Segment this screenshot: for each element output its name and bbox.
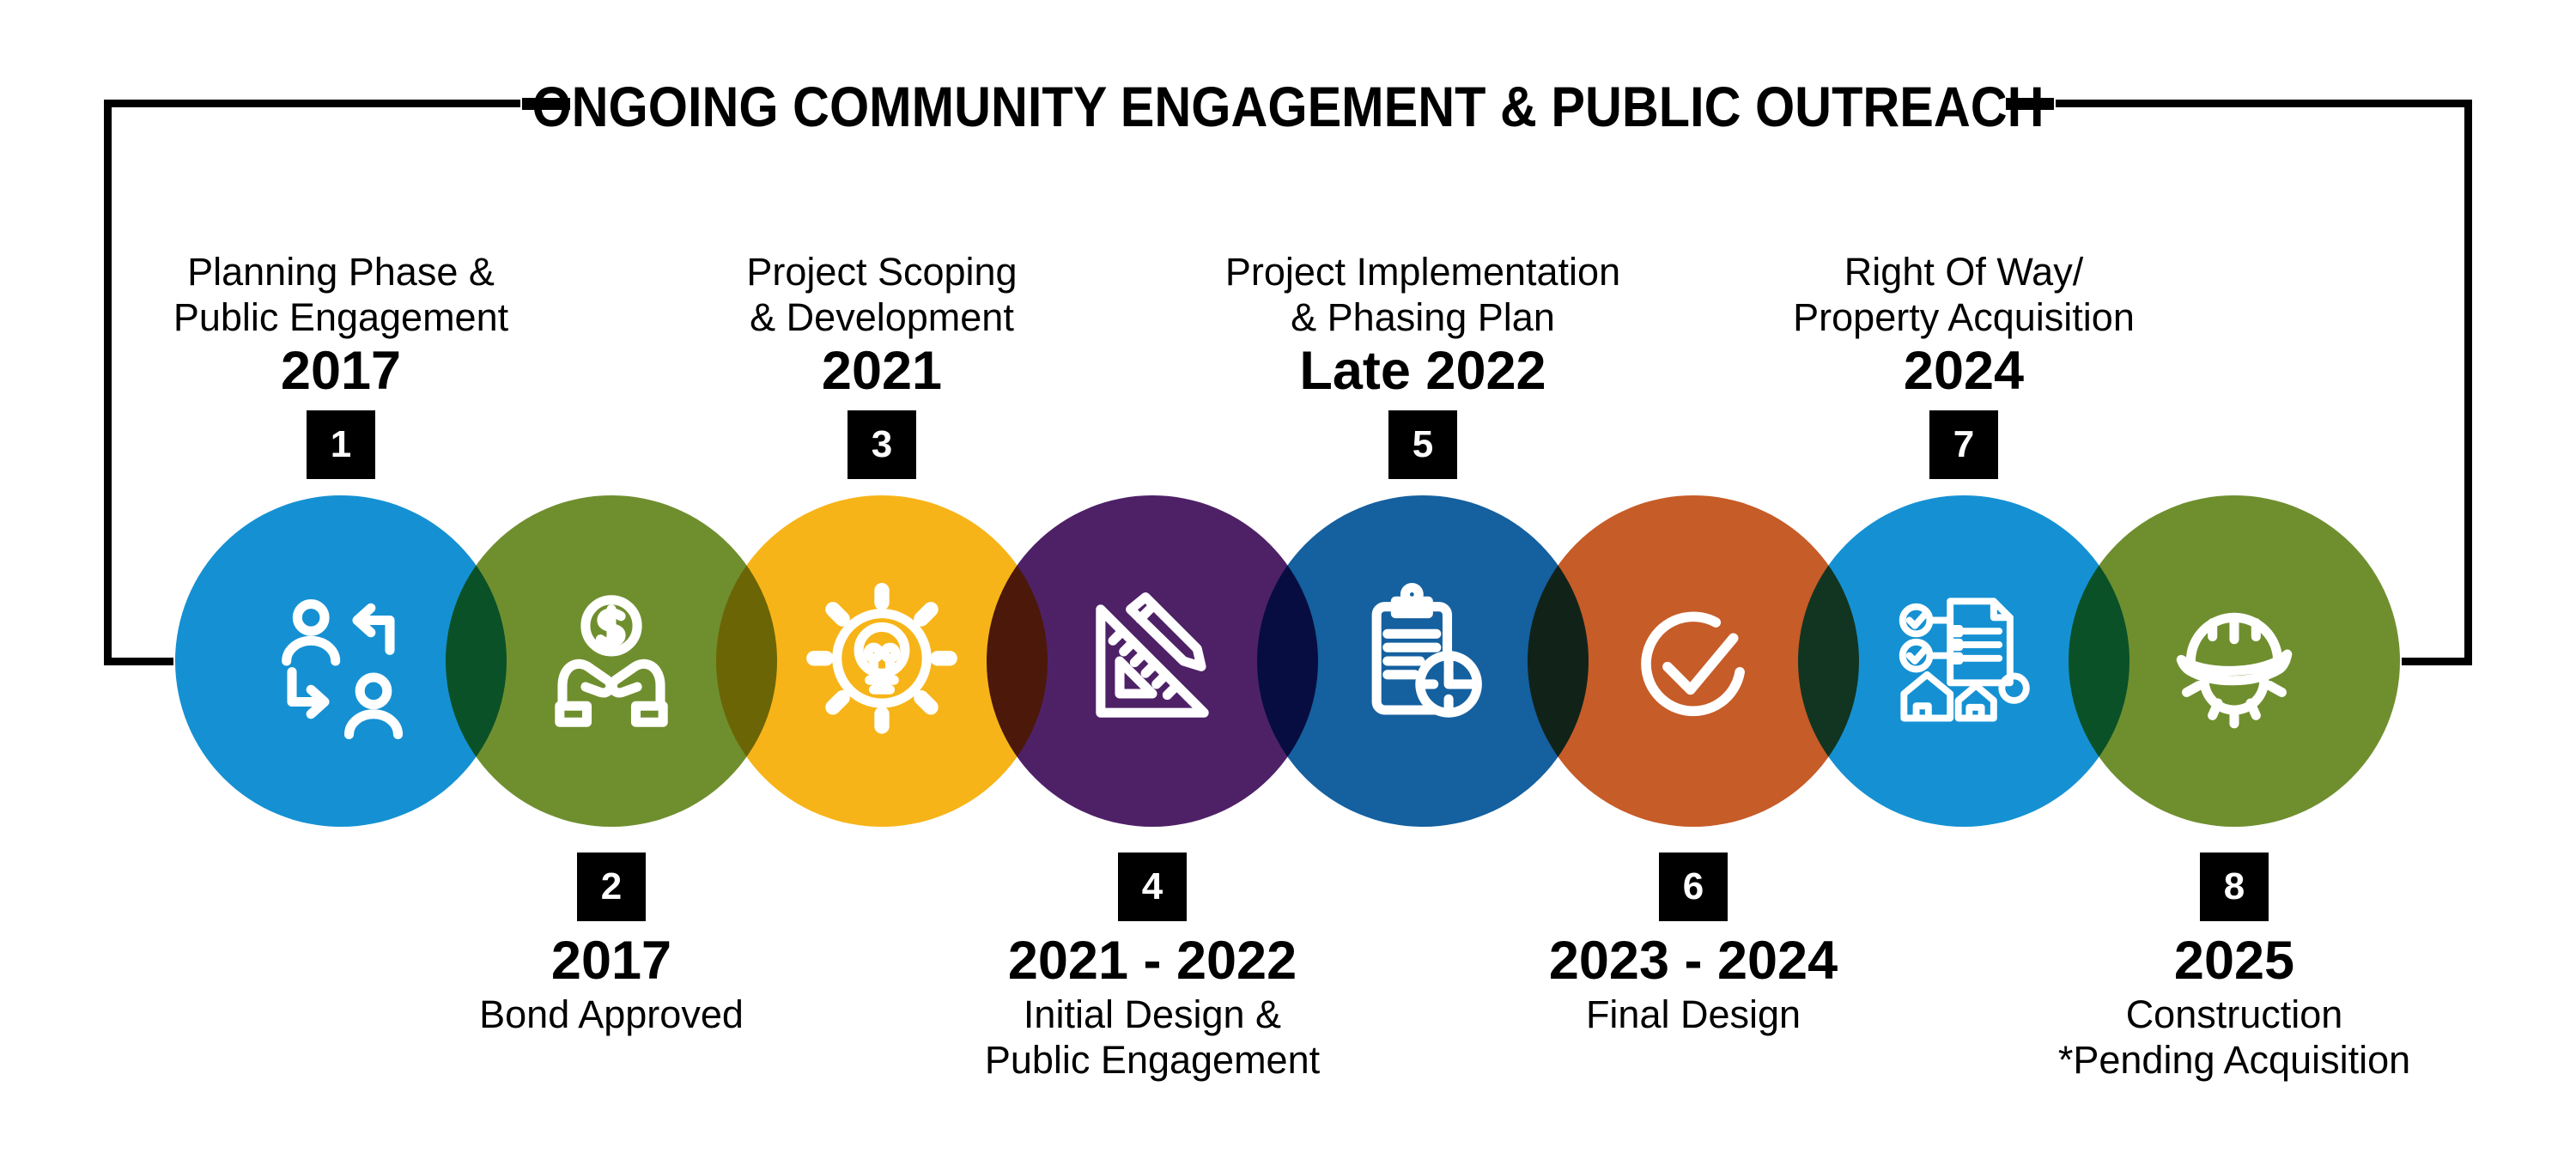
phase-number-badge-5: 5 xyxy=(1388,410,1457,479)
phase-number-badge-8: 8 xyxy=(2200,853,2269,921)
phase-description-line1: Planning Phase & xyxy=(187,250,495,294)
check-circle-icon xyxy=(1641,611,1746,717)
phase-description-line2: Property Acquisition xyxy=(1793,295,2135,339)
phase-description-line1: Initial Design & xyxy=(1023,992,1282,1036)
phase-label-8: 2025 Construction *Pending Acquisition xyxy=(1925,930,2543,1083)
phase-number: 5 xyxy=(1412,423,1434,465)
bracket-left-vertical-line xyxy=(104,100,112,665)
phase-description-line2: *Pending Acquisition xyxy=(2057,1038,2411,1082)
phase-number-badge-3: 3 xyxy=(848,410,916,479)
phase-number-badge-4: 4 xyxy=(1118,853,1187,921)
phase-year: 2017 xyxy=(280,341,402,401)
bracket-top-left-line xyxy=(104,100,520,107)
phase-number-badge-6: 6 xyxy=(1659,853,1728,921)
phase-year: Late 2022 xyxy=(1299,341,1546,401)
phase-label-2: 2017 Bond Approved xyxy=(302,930,920,1037)
phase-number: 1 xyxy=(330,423,352,465)
phase-description-line1: Right Of Way/ xyxy=(1844,250,2084,294)
phase-number: 2 xyxy=(600,865,623,907)
phase-description-line1: Construction xyxy=(2125,992,2343,1036)
phase-description-line1: Project Scoping xyxy=(746,250,1018,294)
phase-number: 4 xyxy=(1141,865,1163,907)
phase-label-5: Project Implementation & Phasing Plan La… xyxy=(1114,249,1732,402)
phase-label-1: Planning Phase & Public Engagement 2017 xyxy=(32,249,650,402)
phase-description-line2: Public Engagement xyxy=(173,295,509,339)
phase-year: 2017 xyxy=(550,931,672,991)
title-left-dash xyxy=(522,98,570,110)
title-right-dash xyxy=(2006,98,2054,110)
phase-number: 8 xyxy=(2223,865,2245,907)
phase-description-line1: Final Design xyxy=(1585,992,1801,1036)
phase-year: 2024 xyxy=(1903,341,2025,401)
bracket-right-vertical-line xyxy=(2464,100,2472,665)
phase-label-7: Right Of Way/ Property Acquisition 2024 xyxy=(1655,249,2273,402)
phase-number: 6 xyxy=(1682,865,1704,907)
phase-year: 2021 xyxy=(821,341,943,401)
clipboard-clock-icon xyxy=(1371,582,1482,718)
phase-label-6: 2023 - 2024 Final Design xyxy=(1384,930,2002,1037)
phase-description-line2: Public Engagement xyxy=(984,1038,1321,1082)
phase-number-badge-1: 1 xyxy=(307,410,375,479)
phase-label-3: Project Scoping & Development 2021 xyxy=(573,249,1191,402)
phase-year: 2021 - 2022 xyxy=(1007,931,1297,991)
phase-description-line1: Project Implementation xyxy=(1224,250,1621,294)
people-exchange-icon xyxy=(282,598,404,740)
bracket-bottom-left-line xyxy=(104,658,173,665)
idea-gear-bulb-icon xyxy=(806,582,957,734)
timeline-circle-8 xyxy=(2069,495,2400,827)
phase-number-badge-2: 2 xyxy=(577,853,646,921)
phase-number-badge-7: 7 xyxy=(1929,410,1998,479)
phase-number: 3 xyxy=(871,423,893,465)
hardhat-gear-icon xyxy=(2176,612,2293,729)
phase-number: 7 xyxy=(1953,423,1975,465)
phase-description-line2: & Phasing Plan xyxy=(1291,295,1555,339)
phase-description-line1: Bond Approved xyxy=(479,992,744,1036)
property-documents-house-icon xyxy=(1899,598,2030,722)
phase-label-4: 2021 - 2022 Initial Design & Public Enga… xyxy=(843,930,1461,1083)
phase-year: 2023 - 2024 xyxy=(1548,931,1838,991)
set-square-pencil-icon xyxy=(1096,592,1209,718)
hands-holding-dollar-icon xyxy=(555,595,668,727)
phase-year: 2025 xyxy=(2173,931,2295,991)
phase-description-line2: & Development xyxy=(750,295,1014,339)
bracket-top-right-line xyxy=(2056,100,2472,107)
page-title: ONGOING COMMUNITY ENGAGEMENT & PUBLIC OU… xyxy=(532,75,2044,138)
bracket-bottom-right-line xyxy=(2402,658,2472,665)
